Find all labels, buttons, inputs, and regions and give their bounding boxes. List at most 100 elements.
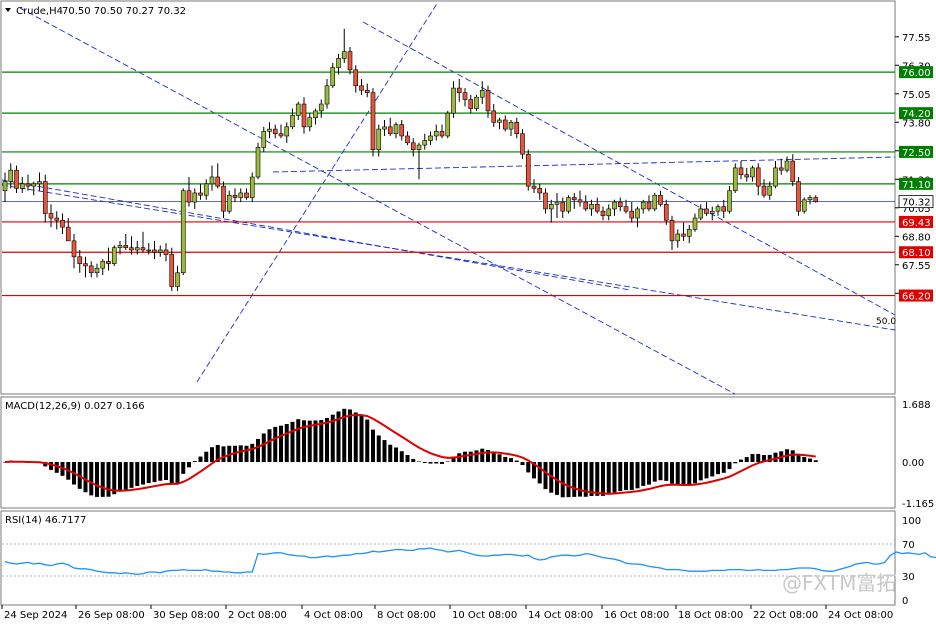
candle <box>83 256 88 278</box>
candle <box>25 174 31 191</box>
horizontal-levels <box>2 71 895 297</box>
candle <box>594 197 600 214</box>
candle <box>364 83 370 98</box>
candle <box>244 188 249 200</box>
candle <box>42 174 48 223</box>
macd-bar <box>503 456 508 462</box>
collapse-triangle-icon[interactable] <box>5 8 11 12</box>
candle <box>468 94 474 114</box>
candle <box>715 204 721 216</box>
macd-bar <box>560 462 565 498</box>
macd-bar <box>187 462 191 468</box>
macd-bar <box>647 462 651 485</box>
candle <box>744 167 750 182</box>
svg-text:71.10: 71.10 <box>902 180 931 191</box>
candle <box>77 249 83 273</box>
candle <box>48 204 54 228</box>
macd-bar <box>698 462 703 481</box>
time-tick-label: 14 Oct 08:00 <box>528 610 593 621</box>
macd-bar <box>733 462 738 464</box>
candle <box>583 195 589 212</box>
macd-bar <box>261 433 266 462</box>
macd-bar <box>118 462 122 492</box>
candle <box>19 177 25 193</box>
level-label-68.10: 68.10 <box>899 246 933 259</box>
macd-bar <box>520 462 525 466</box>
candle <box>192 188 198 209</box>
candle <box>180 188 186 276</box>
candle <box>681 222 686 241</box>
macd-bar <box>376 435 381 462</box>
macd-bar <box>583 462 588 497</box>
candle <box>750 165 755 182</box>
candle <box>514 117 520 139</box>
candle <box>261 126 267 152</box>
candle <box>341 28 347 63</box>
candle <box>152 240 157 260</box>
candle <box>755 163 761 196</box>
macd-bar <box>204 451 209 462</box>
macd-bar <box>296 419 301 462</box>
svg-text:66.20: 66.20 <box>902 292 931 303</box>
macd-bar <box>417 461 421 462</box>
macd-bar <box>405 455 410 462</box>
candle <box>60 213 65 234</box>
macd-bar <box>555 462 559 495</box>
macd-bar <box>342 408 347 462</box>
candle <box>410 138 416 157</box>
candle <box>796 177 801 216</box>
svg-text:72.50: 72.50 <box>902 148 931 159</box>
macd-bar <box>284 424 289 462</box>
level-label-72.50: 72.50 <box>899 145 933 159</box>
candle <box>525 149 531 191</box>
candle <box>790 154 796 187</box>
candle <box>727 186 732 214</box>
macd-bar <box>290 421 295 462</box>
time-tick-label: 26 Sep 08:00 <box>78 610 145 621</box>
macd-bar <box>658 462 663 481</box>
macd-bar <box>474 450 479 462</box>
macd-bar <box>589 462 594 496</box>
candle <box>123 234 129 250</box>
macd-bar <box>106 462 111 497</box>
candle <box>129 236 134 255</box>
candle <box>428 131 433 146</box>
rsi-tick-label: 0 <box>902 596 908 607</box>
svg-text:68.10: 68.10 <box>902 248 931 259</box>
candle <box>163 243 169 262</box>
candle <box>376 124 382 157</box>
candle <box>226 190 232 214</box>
candle <box>732 163 738 193</box>
macd-bar <box>428 462 433 464</box>
macd-bar <box>54 462 59 473</box>
macd-bar <box>739 459 743 462</box>
rsi-panel-frame <box>0 510 896 606</box>
candle <box>698 204 704 221</box>
macd-bar <box>434 462 439 464</box>
macd-bar <box>273 426 278 462</box>
candle <box>301 97 307 134</box>
macd-bar <box>612 462 617 493</box>
macd-bar <box>756 453 761 462</box>
candle <box>801 197 807 214</box>
macd-bar <box>336 411 341 462</box>
level-label-76.00: 76.00 <box>899 66 933 79</box>
symbol-label: Crude,H4 <box>16 6 63 17</box>
candle <box>617 197 623 212</box>
macd-bar <box>353 412 358 462</box>
macd-bar <box>445 461 450 462</box>
macd-bar <box>319 420 324 462</box>
macd-bar <box>480 448 485 462</box>
candle <box>318 99 324 118</box>
macd-bar <box>773 452 778 462</box>
rsi-tick-label: 100 <box>902 516 921 527</box>
macd-bar <box>198 456 203 462</box>
macd-bar <box>135 462 140 486</box>
candle <box>330 63 336 89</box>
macd-bar <box>49 462 53 470</box>
candle <box>543 188 548 214</box>
price-tick-label: 68.80 <box>902 232 931 243</box>
macd-bar <box>537 462 542 484</box>
time-tick-label: 24 Oct 08:00 <box>828 610 893 621</box>
level-label-66.20: 66.20 <box>899 289 933 303</box>
